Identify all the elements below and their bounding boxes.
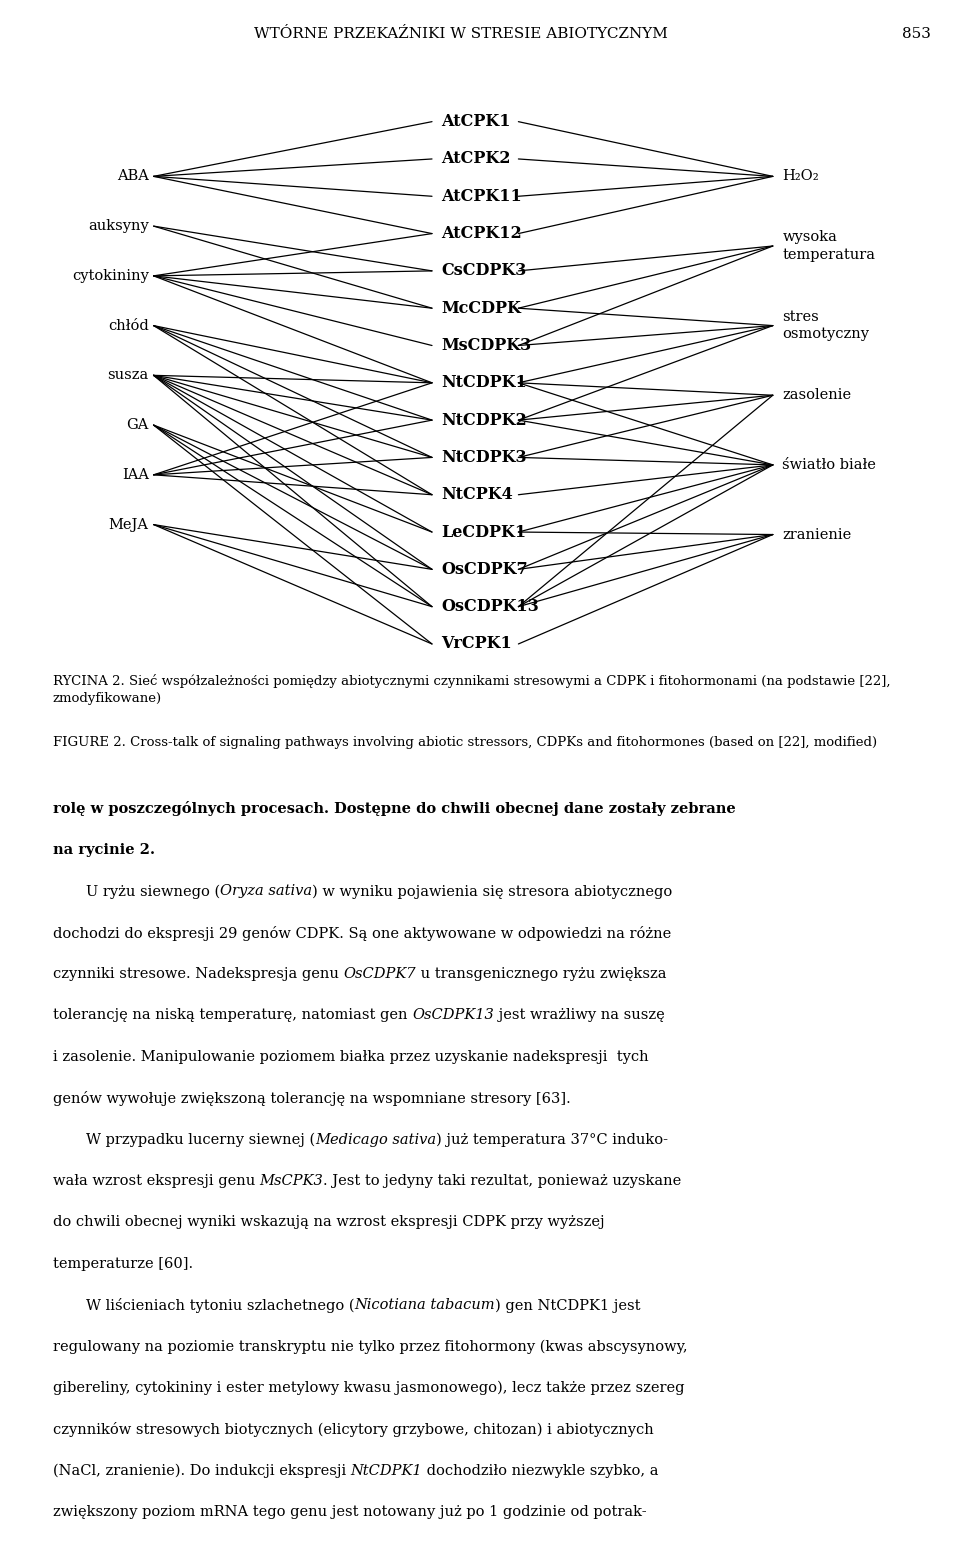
- Text: H₂O₂: H₂O₂: [782, 169, 819, 183]
- Text: ) już temperatura 37°C induko-: ) już temperatura 37°C induko-: [437, 1132, 668, 1148]
- Text: VrCPK1: VrCPK1: [442, 635, 513, 652]
- Text: CsCDPK3: CsCDPK3: [442, 262, 527, 279]
- Text: OsCDPK13: OsCDPK13: [412, 1008, 493, 1022]
- Text: MeJA: MeJA: [108, 517, 149, 531]
- Text: regulowany na poziomie transkryptu nie tylko przez fitohormony (kwas abscysynowy: regulowany na poziomie transkryptu nie t…: [53, 1340, 687, 1354]
- Text: ) gen NtCDPK1 jest: ) gen NtCDPK1 jest: [495, 1298, 641, 1312]
- Text: AtCPK2: AtCPK2: [442, 150, 511, 167]
- Text: gibereliny, cytokininy i ester metylowy kwasu jasmonowego), lecz także przez sze: gibereliny, cytokininy i ester metylowy …: [53, 1382, 684, 1396]
- Text: 853: 853: [902, 26, 931, 42]
- Text: LeCDPK1: LeCDPK1: [442, 524, 527, 541]
- Text: chłód: chłód: [108, 319, 149, 333]
- Text: czynniki stresowe. Nadekspresja genu: czynniki stresowe. Nadekspresja genu: [53, 967, 344, 981]
- Text: rolę w poszczególnych procesach. Dostępne do chwili obecnej dane zostały zebrane: rolę w poszczególnych procesach. Dostępn…: [53, 801, 735, 816]
- Text: WTÓRNE PRZEKAŹNIKI W STRESIE ABIOTYCZNYM: WTÓRNE PRZEKAŹNIKI W STRESIE ABIOTYCZNYM: [253, 26, 668, 42]
- Text: AtCPK12: AtCPK12: [442, 225, 522, 242]
- Text: temperaturze [60].: temperaturze [60].: [53, 1256, 193, 1270]
- Text: wała wzrost ekspresji genu: wała wzrost ekspresji genu: [53, 1174, 259, 1188]
- Text: dochodzi do ekspresji 29 genów CDPK. Są one aktywowane w odpowiedzi na różne: dochodzi do ekspresji 29 genów CDPK. Są …: [53, 926, 671, 940]
- Text: GA: GA: [127, 418, 149, 432]
- Text: zwiększony poziom mRNA tego genu jest notowany już po 1 godzinie od potrak-: zwiększony poziom mRNA tego genu jest no…: [53, 1506, 646, 1520]
- Text: . Jest to jedyny taki rezultat, ponieważ uzyskane: . Jest to jedyny taki rezultat, ponieważ…: [324, 1174, 682, 1188]
- Text: zasolenie: zasolenie: [782, 389, 852, 403]
- Text: auksyny: auksyny: [88, 218, 149, 232]
- Text: FIGURE 2. Cross-talk of signaling pathways involving abiotic stressors, CDPKs an: FIGURE 2. Cross-talk of signaling pathwa…: [53, 736, 876, 750]
- Text: Nicotiana tabacum: Nicotiana tabacum: [354, 1298, 495, 1312]
- Text: do chwili obecnej wyniki wskazują na wzrost ekspresji CDPK przy wyższej: do chwili obecnej wyniki wskazują na wzr…: [53, 1216, 605, 1230]
- Text: NtCDPK2: NtCDPK2: [442, 412, 527, 429]
- Text: AtCPK11: AtCPK11: [442, 187, 522, 204]
- Text: Medicago sativa: Medicago sativa: [315, 1132, 437, 1146]
- Text: genów wywołuje zwiększoną tolerancję na wspomniane stresory [63].: genów wywołuje zwiększoną tolerancję na …: [53, 1090, 570, 1106]
- Text: IAA: IAA: [122, 468, 149, 482]
- Text: McCDPK: McCDPK: [442, 299, 521, 316]
- Text: NtCDPK3: NtCDPK3: [442, 449, 527, 466]
- Text: na rycinie 2.: na rycinie 2.: [53, 843, 155, 857]
- Text: jest wrażliwy na suszę: jest wrażliwy na suszę: [493, 1008, 664, 1022]
- Text: OsCDPK13: OsCDPK13: [442, 598, 540, 615]
- Text: W liścieniach tytoniu szlachetnego (: W liścieniach tytoniu szlachetnego (: [86, 1298, 354, 1314]
- Text: Oryza sativa: Oryza sativa: [220, 884, 312, 898]
- Text: światło białe: światło białe: [782, 459, 876, 472]
- Text: u transgenicznego ryżu zwiększa: u transgenicznego ryżu zwiększa: [416, 967, 666, 981]
- Text: ABA: ABA: [117, 169, 149, 183]
- Text: NtCDPK1: NtCDPK1: [350, 1464, 422, 1478]
- Text: ) w wyniku pojawienia się stresora abiotycznego: ) w wyniku pojawienia się stresora abiot…: [312, 884, 673, 898]
- Text: susza: susza: [108, 369, 149, 383]
- Text: zranienie: zranienie: [782, 528, 852, 542]
- Text: OsCDPK7: OsCDPK7: [442, 561, 528, 578]
- Text: i zasolenie. Manipulowanie poziomem białka przez uzyskanie nadekspresji  tych: i zasolenie. Manipulowanie poziomem biał…: [53, 1050, 648, 1064]
- Text: tolerancję na niską temperaturę, natomiast gen: tolerancję na niską temperaturę, natomia…: [53, 1008, 412, 1022]
- Text: W przypadku lucerny siewnej (: W przypadku lucerny siewnej (: [86, 1132, 315, 1148]
- Text: stres
osmotyczny: stres osmotyczny: [782, 310, 870, 341]
- Text: NtCPK4: NtCPK4: [442, 486, 514, 503]
- Text: dochodziło niezwykle szybko, a: dochodziło niezwykle szybko, a: [422, 1464, 659, 1478]
- Text: RYCINA 2. Sieć współzależności pomiędzy abiotycznymi czynnikami stresowymi a CDP: RYCINA 2. Sieć współzależności pomiędzy …: [53, 674, 890, 705]
- Text: MsCPK3: MsCPK3: [259, 1174, 324, 1188]
- Text: wysoka
temperatura: wysoka temperatura: [782, 231, 876, 262]
- Text: NtCDPK1: NtCDPK1: [442, 375, 527, 392]
- Text: OsCDPK7: OsCDPK7: [344, 967, 416, 981]
- Text: cytokininy: cytokininy: [72, 270, 149, 283]
- Text: czynników stresowych biotycznych (elicytory grzybowe, chitozan) i abiotycznych: czynników stresowych biotycznych (elicyt…: [53, 1422, 654, 1437]
- Text: MsCDPK3: MsCDPK3: [442, 338, 532, 355]
- Text: U ryżu siewnego (: U ryżu siewnego (: [86, 884, 220, 898]
- Text: (NaCl, zranienie). Do indukcji ekspresji: (NaCl, zranienie). Do indukcji ekspresji: [53, 1464, 350, 1478]
- Text: AtCPK1: AtCPK1: [442, 113, 511, 130]
